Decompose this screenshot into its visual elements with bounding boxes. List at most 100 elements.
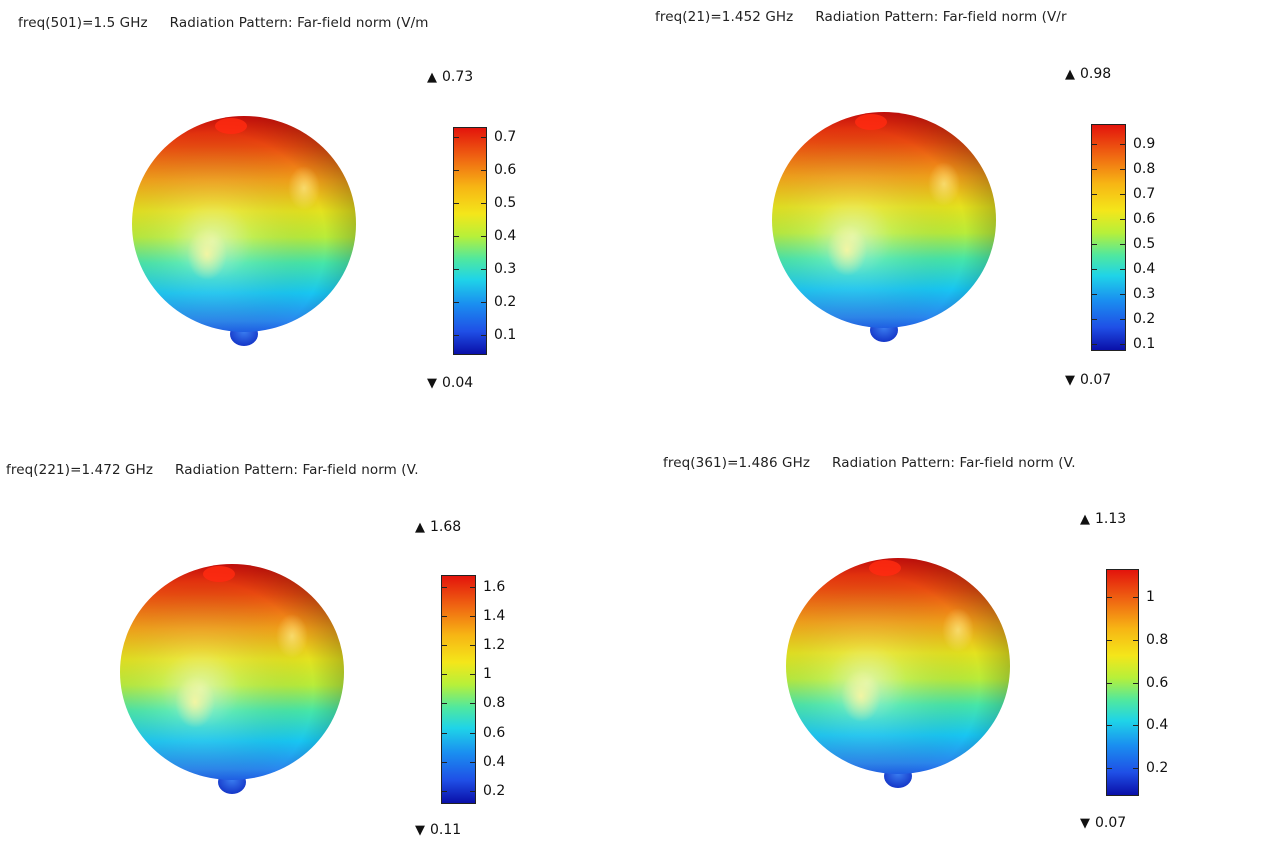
pattern-highlight bbox=[187, 228, 227, 280]
colorbar-tick-label: 1.2 bbox=[483, 637, 506, 653]
colorbar-tick bbox=[454, 203, 459, 204]
colorbar-tick bbox=[470, 703, 475, 705]
colorbar-tick bbox=[1133, 639, 1138, 641]
max-label: ▲ 1.13 bbox=[1080, 511, 1127, 527]
colorbar-tick bbox=[1107, 725, 1112, 727]
panel-3: freq(221)=1.472 GHz Radiation Pattern: Fa… bbox=[0, 422, 637, 844]
title-text: Radiation Pattern: Far-field norm (V. bbox=[832, 455, 1076, 471]
pattern-top-lobe bbox=[203, 566, 235, 582]
colorbar-tick-label: 0.5 bbox=[1133, 235, 1156, 252]
colorbar-tick-label: 0.4 bbox=[1146, 717, 1169, 734]
min-value: 0.07 bbox=[1095, 815, 1127, 831]
min-label: ▼ 0.11 bbox=[415, 822, 462, 838]
colorbar-tick bbox=[442, 615, 447, 617]
plot-title: freq(21)=1.452 GHz Radiation Pattern: Far… bbox=[655, 9, 1247, 25]
min-label: ▼ 0.04 bbox=[427, 375, 474, 391]
pattern-highlight bbox=[928, 162, 960, 206]
colorbar-tick-label: 1 bbox=[483, 666, 492, 683]
freq-label: freq(361)=1.486 GHz bbox=[663, 455, 811, 471]
colorbar-tick-label: 0.8 bbox=[1133, 160, 1156, 177]
colorbar-tick bbox=[454, 136, 459, 138]
colorbar-tick bbox=[1120, 143, 1125, 145]
pattern-shading bbox=[120, 564, 344, 780]
pattern-highlight bbox=[841, 670, 881, 722]
pattern-highlight bbox=[175, 676, 215, 728]
colorbar-tick bbox=[1107, 768, 1112, 770]
colorbar-tick-label: 0.1 bbox=[1133, 335, 1156, 352]
colorbar-tick bbox=[1092, 143, 1097, 145]
colorbar-tick bbox=[470, 586, 475, 588]
colorbar-tick-label: 0.6 bbox=[1146, 674, 1169, 691]
colorbar-tick bbox=[1107, 682, 1112, 684]
colorbar-tick bbox=[1092, 343, 1097, 345]
colorbar-tick-label: 0.2 bbox=[483, 782, 506, 799]
colorbar-tick bbox=[1092, 318, 1097, 320]
plot-title: freq(221)=1.472 GHz Radiation Pattern: Fa… bbox=[6, 462, 568, 478]
pattern-shading bbox=[786, 558, 1010, 774]
colorbar-tick bbox=[454, 169, 459, 171]
colorbar-tick-label: 0.4 bbox=[494, 228, 517, 245]
radiation-pattern-3d bbox=[786, 558, 1010, 788]
colorbar-tick bbox=[1120, 343, 1125, 345]
colorbar-tick bbox=[442, 761, 447, 763]
pattern-top-lobe bbox=[869, 560, 901, 576]
max-label: ▲ 0.98 bbox=[1065, 66, 1112, 82]
colorbar-tick bbox=[1120, 193, 1125, 195]
title-text: Radiation Pattern: Far-field norm (V/r bbox=[815, 9, 1067, 25]
title-text: Radiation Pattern: Far-field norm (V/m bbox=[169, 15, 429, 31]
colorbar-tick-label: 0.6 bbox=[483, 724, 506, 741]
max-label: ▲ 1.68 bbox=[415, 519, 462, 535]
min-value: 0.07 bbox=[1080, 372, 1112, 388]
colorbar-tick bbox=[442, 703, 447, 705]
colorbar-tick bbox=[470, 732, 475, 734]
colorbar-tick bbox=[1092, 268, 1097, 270]
colorbar-tick bbox=[442, 674, 447, 676]
min-value: 0.04 bbox=[442, 375, 474, 391]
title-text: Radiation Pattern: Far-field norm (V. bbox=[175, 462, 419, 478]
colorbar-tick bbox=[1107, 596, 1112, 598]
colorbar-tick bbox=[470, 645, 475, 646]
colorbar-tick-label: 0.8 bbox=[483, 695, 506, 712]
min-value: 0.11 bbox=[430, 822, 462, 838]
colorbar-tick-label: 0.3 bbox=[1133, 285, 1156, 302]
max-value: 1.13 bbox=[1095, 511, 1127, 527]
pattern-highlight bbox=[942, 608, 974, 652]
colorbar-tick-label: 1.6 bbox=[483, 578, 506, 595]
colorbar bbox=[1091, 124, 1126, 351]
radiation-pattern-3d bbox=[132, 116, 356, 346]
colorbar-tick bbox=[470, 615, 475, 617]
colorbar-tick-label: 0.4 bbox=[483, 753, 506, 770]
freq-label: freq(501)=1.5 GHz bbox=[18, 15, 148, 31]
colorbar-tick-label: 0.3 bbox=[494, 261, 517, 278]
colorbar-tick-label: 0.2 bbox=[1133, 310, 1156, 327]
colorbar-tick bbox=[1120, 318, 1125, 320]
pattern-highlight bbox=[276, 614, 308, 658]
min-label: ▼ 0.07 bbox=[1080, 815, 1127, 831]
colorbar-tick bbox=[1120, 293, 1125, 295]
colorbar-tick bbox=[1133, 725, 1138, 727]
colorbar-tick bbox=[442, 732, 447, 734]
plot-title: freq(501)=1.5 GHz Radiation Pattern: Far-… bbox=[18, 15, 610, 31]
colorbar-tick bbox=[442, 790, 447, 792]
colorbar-tick-label: 0.8 bbox=[1146, 631, 1169, 648]
max-label: ▲ 0.73 bbox=[427, 69, 474, 85]
panel-1: freq(501)=1.5 GHz Radiation Pattern: Far-… bbox=[0, 0, 637, 422]
colorbar-tick-label: 0.2 bbox=[494, 294, 517, 311]
colorbar-tick bbox=[1133, 596, 1138, 598]
colorbar-tick bbox=[1120, 268, 1125, 270]
panel-2: freq(21)=1.452 GHz Radiation Pattern: Far… bbox=[637, 0, 1275, 422]
colorbar-tick bbox=[454, 302, 459, 304]
colorbar-tick bbox=[1092, 243, 1097, 245]
colorbar-tick bbox=[470, 674, 475, 676]
colorbar bbox=[441, 575, 476, 804]
colorbar-tick bbox=[481, 169, 486, 171]
colorbar-tick bbox=[442, 586, 447, 588]
colorbar-tick bbox=[454, 335, 459, 337]
colorbar-tick bbox=[1092, 168, 1097, 170]
colorbar-tick-label: 0.5 bbox=[494, 195, 517, 211]
colorbar-tick bbox=[481, 236, 486, 238]
colorbar-tick-label: 0.7 bbox=[494, 128, 517, 145]
max-value: 1.68 bbox=[430, 519, 462, 535]
colorbar-tick bbox=[1092, 218, 1097, 220]
colorbar-tick bbox=[481, 302, 486, 304]
